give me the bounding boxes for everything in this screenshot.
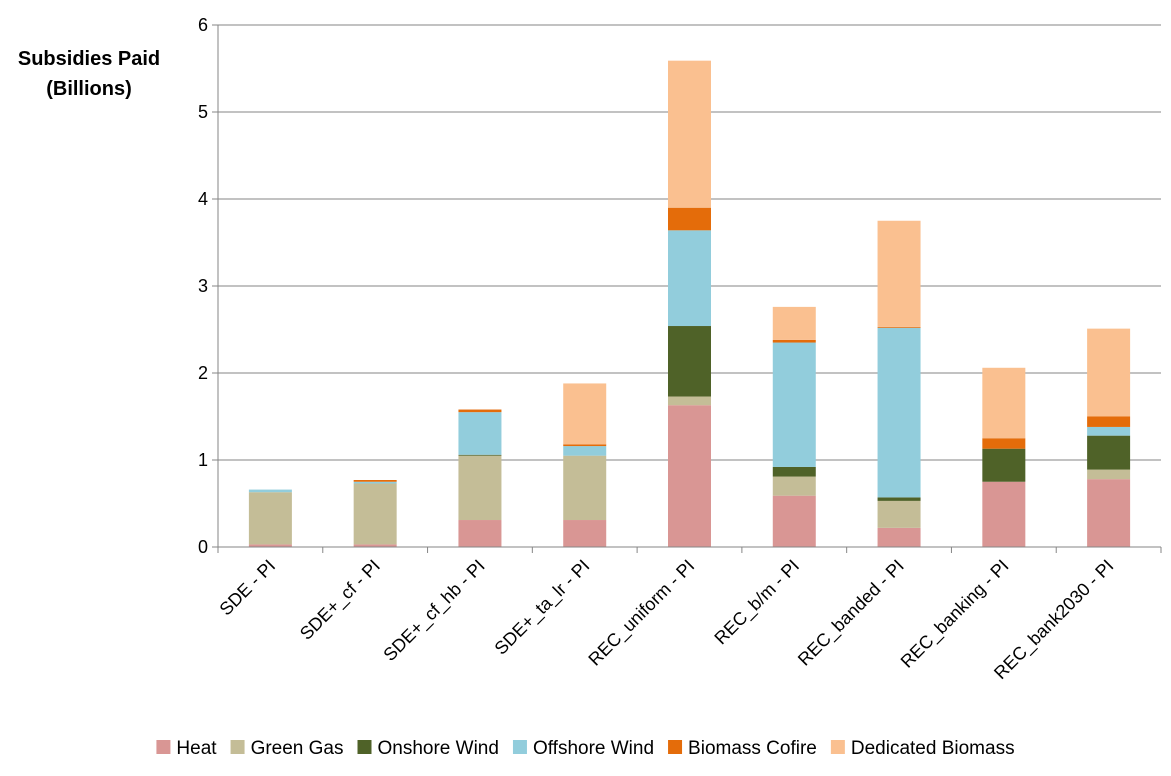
bar-segment [458,412,502,455]
bar-segment [877,327,921,498]
y-axis-title-line-2: (Billions) [46,78,132,100]
y-tick-label: 2 [198,363,208,383]
bar-segment [772,495,816,547]
bar-segment [982,438,1026,449]
bar-segment [353,481,397,484]
legend-swatch [230,740,245,754]
x-tick-label: SDE+_cf_hb - PI [379,556,489,666]
legend: Heat Green Gas Onshore Wind Offshore Wind Bi… [156,738,1015,759]
bar-segment [772,476,816,496]
y-tick-label: 4 [198,189,208,209]
bar-segment [1087,469,1131,480]
bar-segment [248,544,292,547]
y-tick-label: 3 [198,276,208,296]
legend-label: Offshore Wind [533,738,654,759]
bar-segment [877,326,921,328]
bar-segment [563,444,607,447]
bar-segment [668,60,711,208]
x-tick-label: REC_bank2030 - PI [990,556,1118,684]
x-tick-label: SDE+_ta_lr - PI [491,556,595,660]
bar-segment [458,409,502,413]
legend-swatch [668,740,683,754]
bar-segment [248,492,292,545]
x-tick-label: SDE+_cf - PI [296,556,385,645]
bar-segment [1087,479,1131,547]
x-tick-label: REC_banded - PI [794,556,909,671]
bar-segment [563,446,607,456]
bar-segment [1087,416,1131,427]
bar-segment [668,230,711,327]
bar-segment [353,480,397,482]
bar-segment [772,342,816,467]
legend-swatch [357,740,372,754]
y-axis-title-line-1: Subsidies Paid [17,48,161,70]
bar-segment [563,520,607,547]
bar-segment [877,497,921,501]
legend-swatch [156,740,171,754]
bar-segment [982,481,1026,547]
y-tick-label: 0 [198,537,208,557]
bar-segment [877,220,921,327]
x-tick-label: REC_uniform - PI [584,556,699,671]
legend-label: Heat [176,738,217,759]
bar-segment [772,466,816,477]
bars [248,60,1131,547]
y-axis-title: Subsidies Paid (Billions) [0,44,178,104]
x-tick-label: SDE - PI [216,556,280,620]
bar-segment [772,306,816,340]
bar-segment [982,367,1026,439]
bar-segment [1087,426,1131,436]
bar-segment [248,489,292,493]
bar-segment [668,326,711,397]
bar-segment [353,483,397,545]
y-tick-label: 1 [198,450,208,470]
y-tick-labels: 0 1 2 3 4 5 6 [198,15,208,557]
bar-segment [353,544,397,547]
bar-segment [668,207,711,231]
bar-segment [458,454,502,456]
bar-segment [1087,435,1131,470]
legend-label: Dedicated Biomass [851,738,1015,759]
bar-segment [877,527,921,547]
y-tick-label: 5 [198,102,208,122]
y-tick-label: 6 [198,15,208,35]
legend-label: Biomass Cofire [688,738,817,759]
legend-swatch [830,740,845,754]
bar-segment [982,448,1026,482]
legend-label: Green Gas [251,738,344,759]
x-tick-label: REC_b/m - PI [710,556,803,649]
x-tick-label: REC_banking - PI [897,556,1014,673]
legend-swatch [512,740,527,754]
bar-segment [877,500,921,528]
axes [212,24,1162,553]
bar-segment [668,405,711,547]
legend-label: Onshore Wind [378,738,499,759]
bar-segment [563,383,607,445]
bar-segment [1087,328,1131,417]
bar-segment [668,396,711,406]
bar-segment [563,455,607,521]
bar-segment [772,339,816,343]
bar-segment [458,520,502,547]
bar-segment [458,455,502,521]
